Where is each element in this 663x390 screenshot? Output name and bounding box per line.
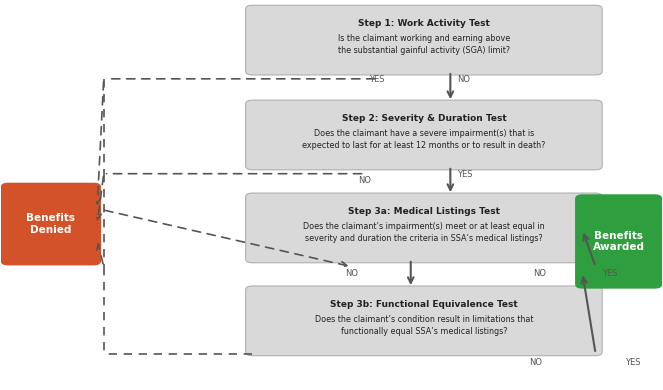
FancyBboxPatch shape xyxy=(246,193,602,263)
Text: Benefits
Awarded: Benefits Awarded xyxy=(593,230,644,252)
Text: YES: YES xyxy=(457,170,473,179)
FancyBboxPatch shape xyxy=(246,286,602,356)
Text: YES: YES xyxy=(369,75,385,84)
FancyBboxPatch shape xyxy=(246,100,602,170)
Text: Step 3a: Medical Listings Test: Step 3a: Medical Listings Test xyxy=(348,207,500,216)
Text: Step 2: Severity & Duration Test: Step 2: Severity & Duration Test xyxy=(341,113,507,123)
Text: Benefits
Denied: Benefits Denied xyxy=(27,213,76,235)
Text: YES: YES xyxy=(602,269,618,278)
Text: Does the claimant have a severe impairment(s) that is
expected to last for at le: Does the claimant have a severe impairme… xyxy=(302,129,546,150)
Text: Does the claimant’s impairment(s) meet or at least equal in
severity and duratio: Does the claimant’s impairment(s) meet o… xyxy=(303,222,545,243)
Text: NO: NO xyxy=(345,269,358,278)
Text: NO: NO xyxy=(457,75,470,84)
Text: NO: NO xyxy=(358,176,371,184)
Text: NO: NO xyxy=(533,269,546,278)
Text: Step 1: Work Activity Test: Step 1: Work Activity Test xyxy=(358,19,490,28)
Text: Does the claimant’s condition result in limitations that
functionally equal SSA’: Does the claimant’s condition result in … xyxy=(315,315,533,336)
FancyBboxPatch shape xyxy=(1,183,100,265)
Text: NO: NO xyxy=(530,358,542,367)
FancyBboxPatch shape xyxy=(246,5,602,75)
Text: YES: YES xyxy=(625,358,641,367)
Text: Step 3b: Functional Equivalence Test: Step 3b: Functional Equivalence Test xyxy=(330,300,518,308)
FancyBboxPatch shape xyxy=(575,195,662,288)
Text: Is the claimant working and earning above
the substantial gainful activity (SGA): Is the claimant working and earning abov… xyxy=(338,34,510,55)
